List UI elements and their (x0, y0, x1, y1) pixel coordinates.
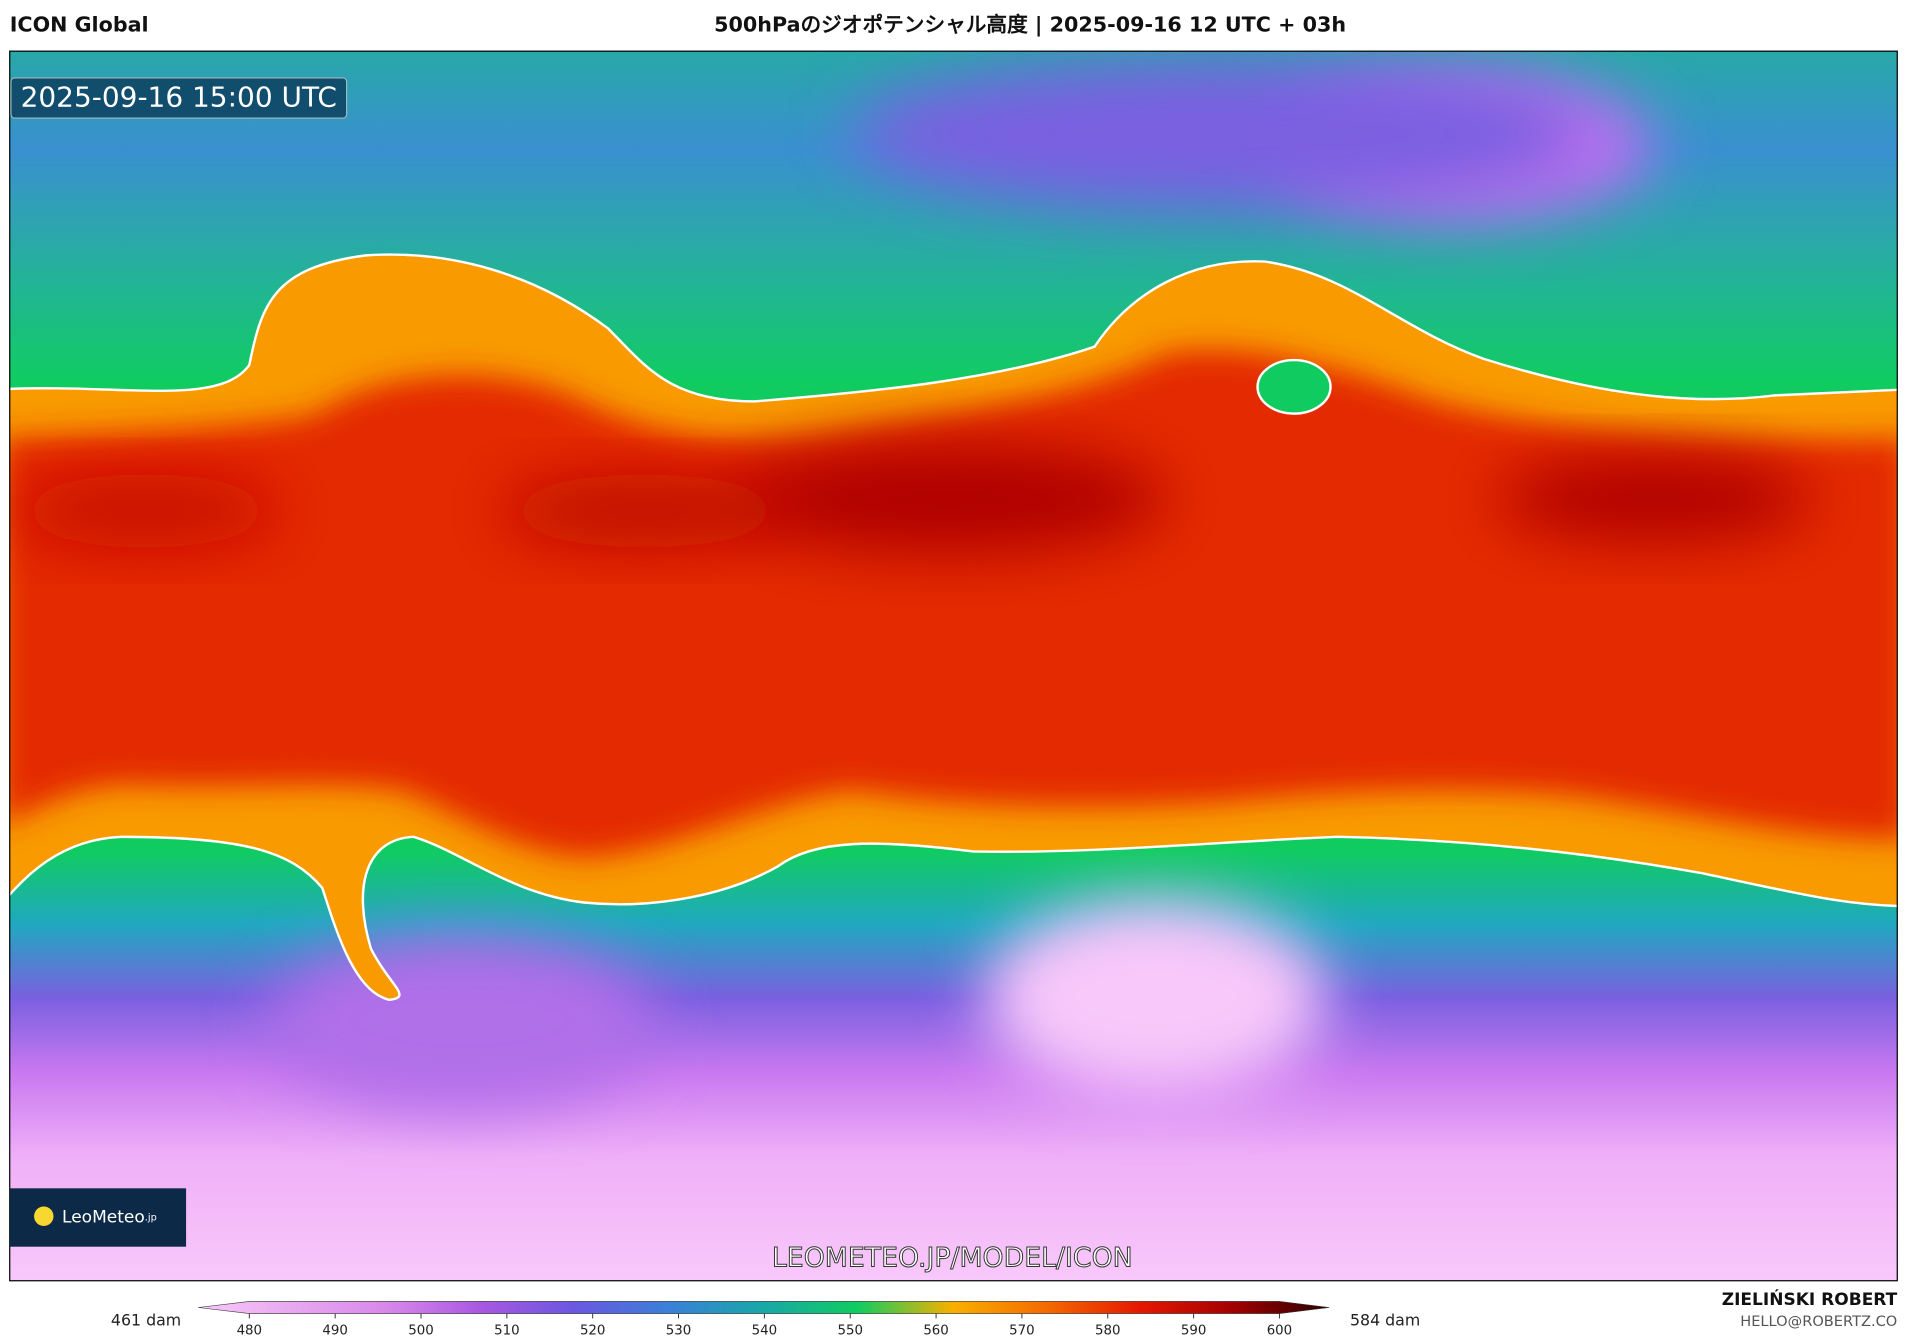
colorbar-min: 461 dam (111, 1310, 181, 1329)
colorbar-tick-label: 570 (1009, 1324, 1035, 1338)
email: HELLO@ROBERTZ.CO (1740, 1313, 1897, 1330)
watermark: LEOMETEO.JP/MODEL/ICON (772, 1242, 1133, 1273)
colorbar-tick-label: 600 (1267, 1324, 1293, 1338)
colorbar-tick-label: 510 (494, 1324, 519, 1338)
timestamp-badge (10, 77, 348, 119)
hot-band (9, 349, 1898, 858)
high-core (1495, 456, 1813, 542)
model-name: ICON Global (10, 13, 149, 37)
colorbar-tick-label: 580 (1095, 1324, 1121, 1338)
logo: LeoMeteo.jp (62, 1208, 157, 1228)
timestamp: 2025-09-16 15:00 UTC (21, 81, 337, 114)
low-area (851, 60, 1582, 207)
high-core (729, 444, 1168, 554)
colorbar-tick-label: 490 (322, 1324, 348, 1338)
map (9, 51, 1898, 1281)
colorbar-max: 584 dam (1350, 1310, 1420, 1329)
low-area (267, 936, 657, 1107)
logo-sun (34, 1206, 54, 1227)
high-core (12, 474, 280, 548)
cut-off-low (1256, 358, 1332, 415)
colorbar-ramp (198, 1301, 1330, 1314)
map-frame (9, 50, 1898, 1282)
colorbar-tick-label: 540 (752, 1324, 778, 1338)
colorbar: 461 dam 584 dam 480 490 500 510 520 530 540 550… (111, 1301, 1420, 1338)
high-core (498, 474, 791, 548)
low-area (985, 900, 1326, 1095)
colorbar-tick-label: 530 (666, 1324, 692, 1338)
logo-suffix: .jp (145, 1213, 157, 1224)
colorbar-tick-label: 560 (923, 1324, 949, 1338)
colorbar-tick-label: 480 (237, 1324, 262, 1338)
logo-name: LeoMeteo (62, 1208, 145, 1228)
colorbar-tick-label: 520 (580, 1324, 606, 1338)
author: ZIELIŃSKI ROBERT (1722, 1288, 1898, 1310)
colorbar-tick-label: 590 (1181, 1324, 1207, 1338)
colorbar-tick-label: 550 (837, 1324, 863, 1338)
map-title: 500hPaのジオポテンシャル高度 | 2025-09-16 12 UTC + … (714, 13, 1346, 38)
colorbar-tick-label: 500 (408, 1324, 434, 1338)
